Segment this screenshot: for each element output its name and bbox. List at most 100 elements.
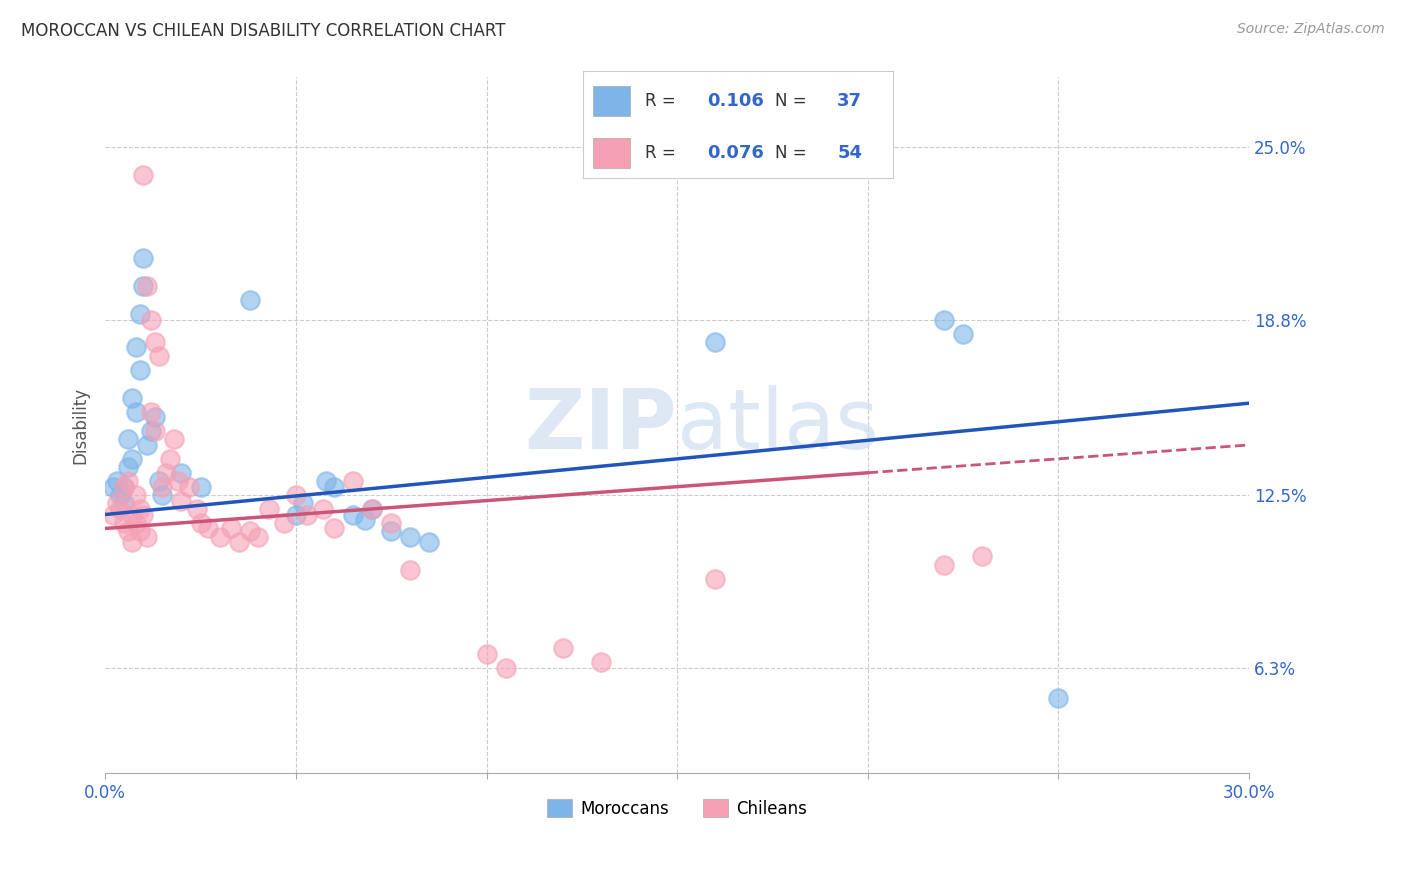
Point xyxy=(132,279,155,293)
Point xyxy=(239,524,262,539)
Point xyxy=(110,488,132,502)
Point xyxy=(136,438,159,452)
Text: atlas: atlas xyxy=(678,385,879,466)
Point xyxy=(117,474,139,488)
Point xyxy=(128,363,150,377)
Point xyxy=(932,312,955,326)
Point xyxy=(297,508,319,522)
FancyBboxPatch shape xyxy=(593,137,630,168)
Point xyxy=(128,307,150,321)
Point xyxy=(228,535,250,549)
Point xyxy=(125,404,148,418)
Point xyxy=(125,341,148,355)
Point xyxy=(143,424,166,438)
Point xyxy=(112,516,135,530)
Point xyxy=(246,530,269,544)
Point xyxy=(117,460,139,475)
Point xyxy=(323,521,346,535)
Text: MOROCCAN VS CHILEAN DISABILITY CORRELATION CHART: MOROCCAN VS CHILEAN DISABILITY CORRELATI… xyxy=(21,22,506,40)
Point xyxy=(342,508,364,522)
Point xyxy=(361,502,384,516)
Point xyxy=(704,572,727,586)
Point xyxy=(952,326,974,341)
Point xyxy=(342,474,364,488)
Point xyxy=(159,451,181,466)
Point xyxy=(190,480,212,494)
Point xyxy=(139,404,162,418)
Point xyxy=(136,279,159,293)
Point xyxy=(132,168,155,182)
Point xyxy=(273,516,295,530)
Point xyxy=(143,410,166,425)
Point xyxy=(101,508,124,522)
Point xyxy=(208,530,231,544)
Point xyxy=(136,530,159,544)
Text: ZIP: ZIP xyxy=(524,385,678,466)
Point xyxy=(418,535,440,549)
Point xyxy=(186,502,208,516)
Point xyxy=(139,424,162,438)
Point xyxy=(105,474,128,488)
Point xyxy=(139,312,162,326)
Point xyxy=(117,524,139,539)
Point xyxy=(315,474,337,488)
Text: N =: N = xyxy=(775,144,813,161)
Point xyxy=(125,488,148,502)
Point xyxy=(353,513,375,527)
Point xyxy=(495,660,517,674)
Point xyxy=(121,391,143,405)
Point xyxy=(152,488,174,502)
Point xyxy=(292,496,315,510)
Point xyxy=(170,466,193,480)
Point xyxy=(284,508,307,522)
Point xyxy=(112,480,135,494)
Point xyxy=(128,502,150,516)
Point xyxy=(1047,691,1070,706)
Point xyxy=(257,502,280,516)
Legend: Moroccans, Chileans: Moroccans, Chileans xyxy=(541,793,814,824)
Text: 37: 37 xyxy=(837,93,862,111)
Point xyxy=(219,521,242,535)
Text: R =: R = xyxy=(645,144,682,161)
Point xyxy=(311,502,333,516)
Point xyxy=(972,549,994,564)
Point xyxy=(361,502,384,516)
Point xyxy=(101,480,124,494)
Point xyxy=(589,655,612,669)
Point xyxy=(132,252,155,266)
Point xyxy=(143,334,166,349)
Point xyxy=(128,524,150,539)
Point xyxy=(380,524,402,539)
Point xyxy=(239,293,262,307)
Point xyxy=(155,466,177,480)
Point xyxy=(125,516,148,530)
Point xyxy=(475,647,498,661)
Point xyxy=(121,535,143,549)
Point xyxy=(112,480,135,494)
Text: 54: 54 xyxy=(837,144,862,161)
Point xyxy=(117,433,139,447)
Point xyxy=(177,480,200,494)
Point xyxy=(170,493,193,508)
Point xyxy=(284,488,307,502)
Point xyxy=(166,474,188,488)
Point xyxy=(152,480,174,494)
Point xyxy=(399,563,422,577)
Text: R =: R = xyxy=(645,93,682,111)
Point xyxy=(148,474,170,488)
Point xyxy=(197,521,219,535)
Point xyxy=(932,558,955,572)
Point xyxy=(551,641,574,656)
Y-axis label: Disability: Disability xyxy=(72,387,89,464)
Text: 0.076: 0.076 xyxy=(707,144,763,161)
Point xyxy=(380,516,402,530)
Text: 0.106: 0.106 xyxy=(707,93,763,111)
Point xyxy=(112,496,135,510)
Text: Source: ZipAtlas.com: Source: ZipAtlas.com xyxy=(1237,22,1385,37)
Point xyxy=(132,508,155,522)
FancyBboxPatch shape xyxy=(593,87,630,116)
Point xyxy=(110,502,132,516)
Point xyxy=(704,334,727,349)
Point xyxy=(190,516,212,530)
Point xyxy=(399,530,422,544)
